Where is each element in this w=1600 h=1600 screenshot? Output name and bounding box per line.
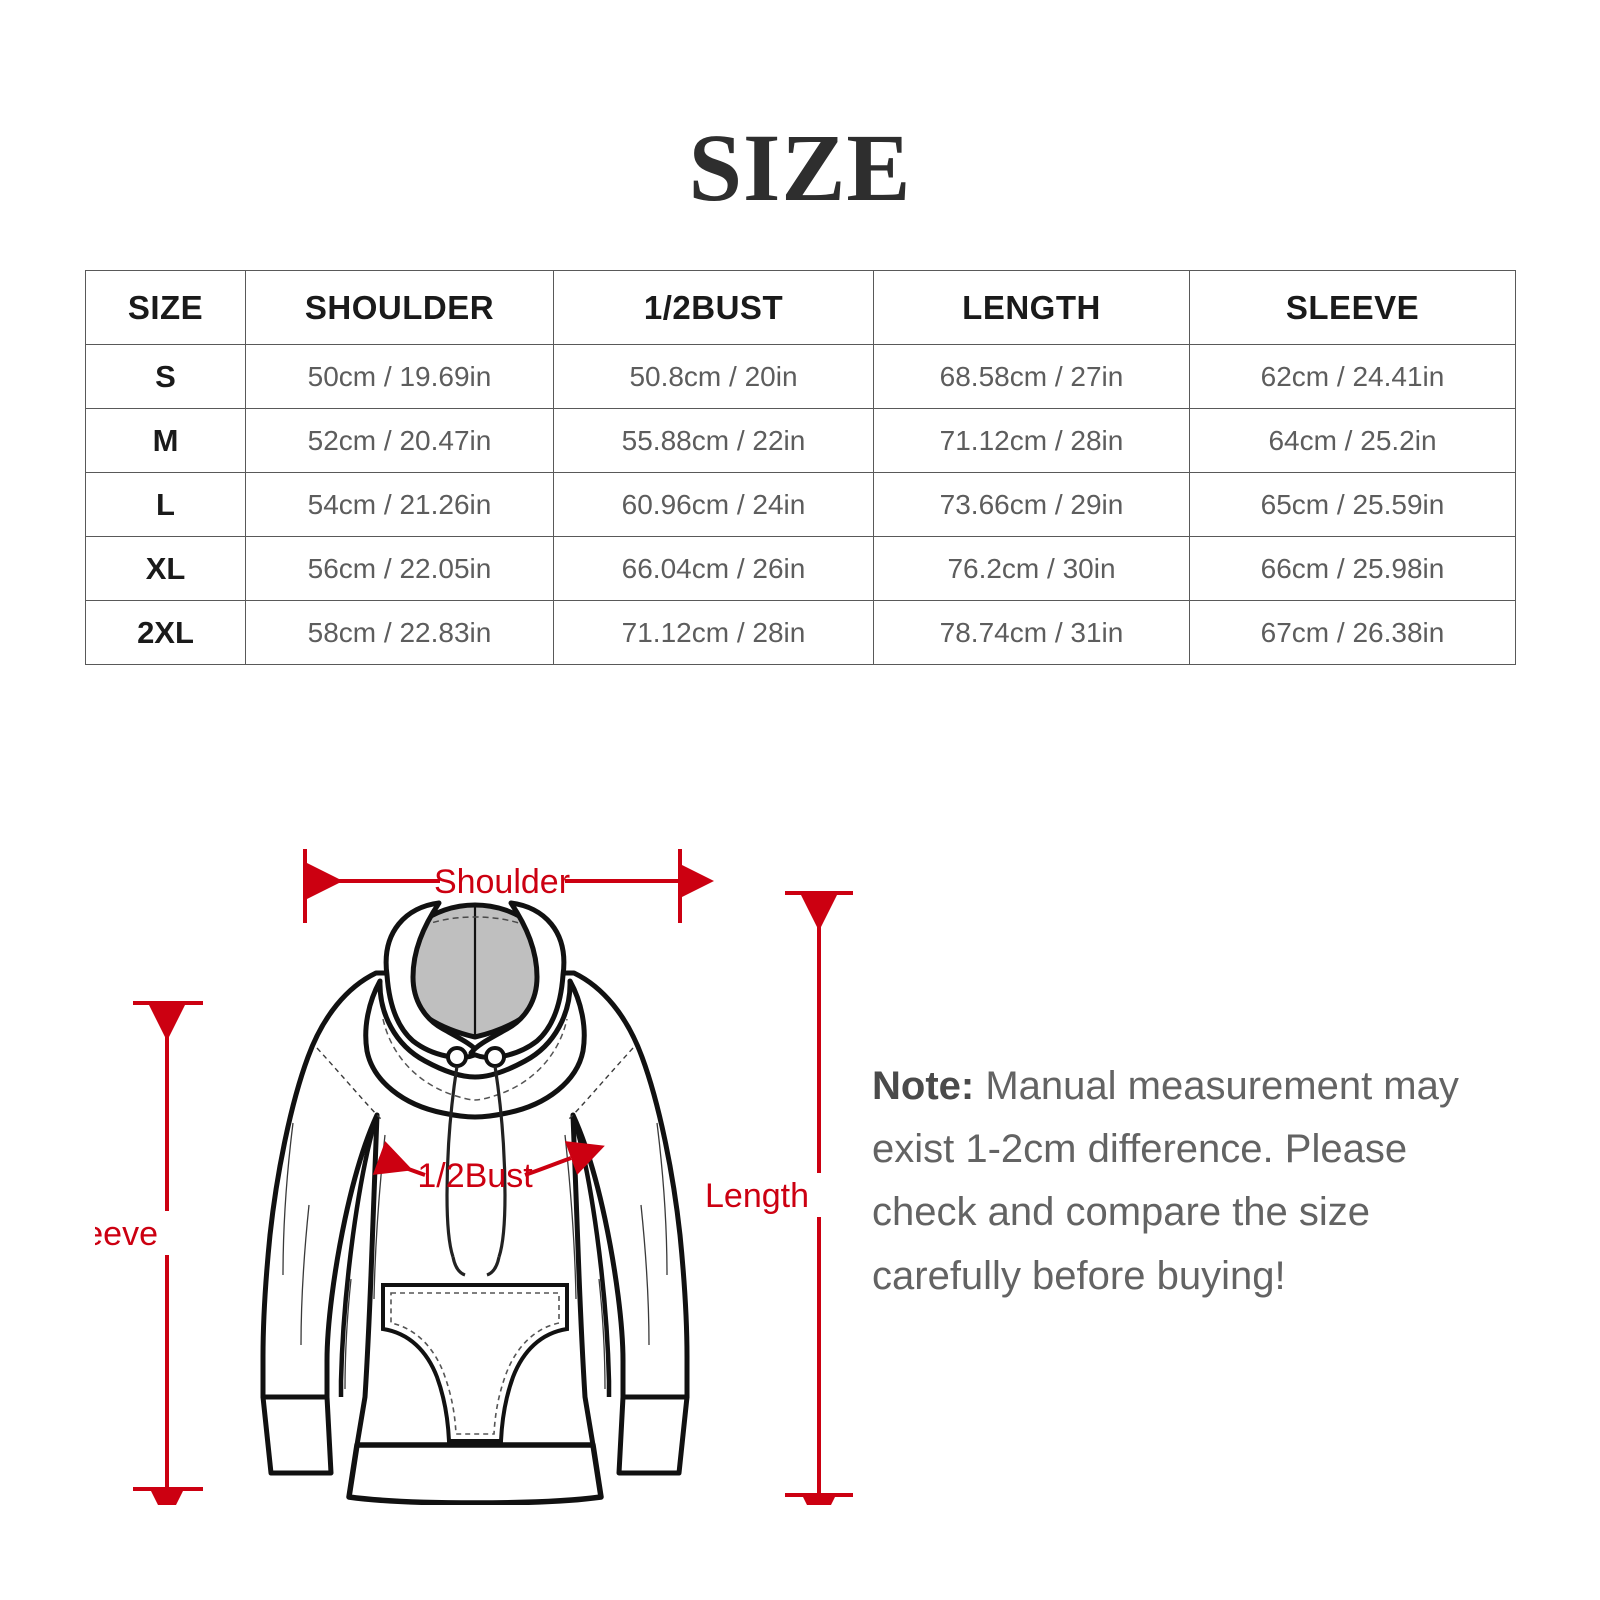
cell-sleeve: 65cm / 25.59in [1189, 472, 1516, 537]
size-table: SIZE SHOULDER 1/2BUST LENGTH SLEEVE S 50… [85, 270, 1516, 665]
column-header-shoulder: SHOULDER [245, 270, 554, 345]
cell-sleeve: 64cm / 25.2in [1189, 408, 1516, 473]
cell-size: 2XL [85, 600, 246, 665]
left-cuff [260, 1394, 334, 1476]
hoodie-measurement-diagram: Shoulder 1/2Bust Sleeve Length [95, 805, 855, 1505]
cell-length: 71.12cm / 28in [873, 408, 1190, 473]
cell-shoulder: 56cm / 22.05in [245, 536, 554, 601]
cell-bust: 66.04cm / 26in [553, 536, 874, 601]
size-table-container: SIZE SHOULDER 1/2BUST LENGTH SLEEVE S 50… [85, 270, 1516, 665]
table-row: XL 56cm / 22.05in 66.04cm / 26in 76.2cm … [85, 536, 1516, 601]
table-header-row: SIZE SHOULDER 1/2BUST LENGTH SLEEVE [85, 270, 1516, 345]
half-bust-arrow-right [524, 1141, 605, 1177]
cell-size: S [85, 344, 246, 409]
cell-length: 68.58cm / 27in [873, 344, 1190, 409]
cell-length: 73.66cm / 29in [873, 472, 1190, 537]
pocket-stitch-line [390, 1292, 560, 1435]
length-dimension: Length [705, 891, 853, 1505]
column-header-bust: 1/2BUST [553, 270, 874, 345]
table-row: S 50cm / 19.69in 50.8cm / 20in 68.58cm /… [85, 344, 1516, 409]
left-grommet [446, 1046, 468, 1068]
hood-front-left [383, 900, 482, 1060]
column-header-size: SIZE [85, 270, 246, 345]
collar-stitch-line [382, 1018, 568, 1101]
shoulder-dimension: Shoulder [303, 849, 714, 923]
table-row: 2XL 58cm / 22.83in 71.12cm / 28in 78.74c… [85, 600, 1516, 665]
cell-bust: 50.8cm / 20in [553, 344, 874, 409]
note-label: Note: [872, 1064, 975, 1108]
cell-sleeve: 67cm / 26.38in [1189, 600, 1516, 665]
column-header-length: LENGTH [873, 270, 1190, 345]
hem-band [346, 1442, 604, 1505]
left-shoulder-seam-line [316, 1047, 382, 1120]
kangaroo-pocket [381, 1283, 569, 1443]
left-sleeve-seam [338, 1114, 380, 1397]
sleeve-label: Sleeve [95, 1215, 158, 1253]
cell-length: 76.2cm / 30in [873, 536, 1190, 601]
left-drawstring [445, 1065, 459, 1258]
sleeve-dimension: Sleeve [95, 1001, 203, 1505]
cell-length: 78.74cm / 31in [873, 600, 1190, 665]
measurement-note: Note: Manual measurement may exist 1-2cm… [872, 1055, 1487, 1308]
cell-shoulder: 54cm / 21.26in [245, 472, 554, 537]
cell-bust: 55.88cm / 22in [553, 408, 874, 473]
hood-front-right [468, 900, 567, 1060]
right-shoulder-seam-line [568, 1047, 634, 1120]
drawstring-tips [451, 1256, 501, 1277]
page-title: SIZE [688, 114, 912, 221]
cell-shoulder: 50cm / 19.69in [245, 344, 554, 409]
cell-size: XL [85, 536, 246, 601]
half-bust-arrow-left [372, 1141, 426, 1177]
right-grommet [484, 1046, 506, 1068]
cell-sleeve: 66cm / 25.98in [1189, 536, 1516, 601]
shoulder-label: Shoulder [434, 863, 570, 901]
right-drawstring [493, 1065, 507, 1258]
cell-shoulder: 58cm / 22.83in [245, 600, 554, 665]
length-label: Length [705, 1177, 809, 1215]
column-header-sleeve: SLEEVE [1189, 270, 1516, 345]
cell-bust: 60.96cm / 24in [553, 472, 874, 537]
collar-band [363, 978, 587, 1120]
cell-sleeve: 62cm / 24.41in [1189, 344, 1516, 409]
hoodie-illustration [260, 900, 690, 1505]
cell-size: M [85, 408, 246, 473]
cell-size: L [85, 472, 246, 537]
right-cuff [616, 1394, 690, 1476]
half-bust-dimension: 1/2Bust [372, 1141, 605, 1195]
note-text: Manual measurement may exist 1-2cm diffe… [872, 1064, 1459, 1298]
half-bust-label: 1/2Bust [417, 1157, 533, 1195]
table-row: M 52cm / 20.47in 55.88cm / 22in 71.12cm … [85, 408, 1516, 473]
cell-bust: 71.12cm / 28in [553, 600, 874, 665]
cell-shoulder: 52cm / 20.47in [245, 408, 554, 473]
table-row: L 54cm / 21.26in 60.96cm / 24in 73.66cm … [85, 472, 1516, 537]
